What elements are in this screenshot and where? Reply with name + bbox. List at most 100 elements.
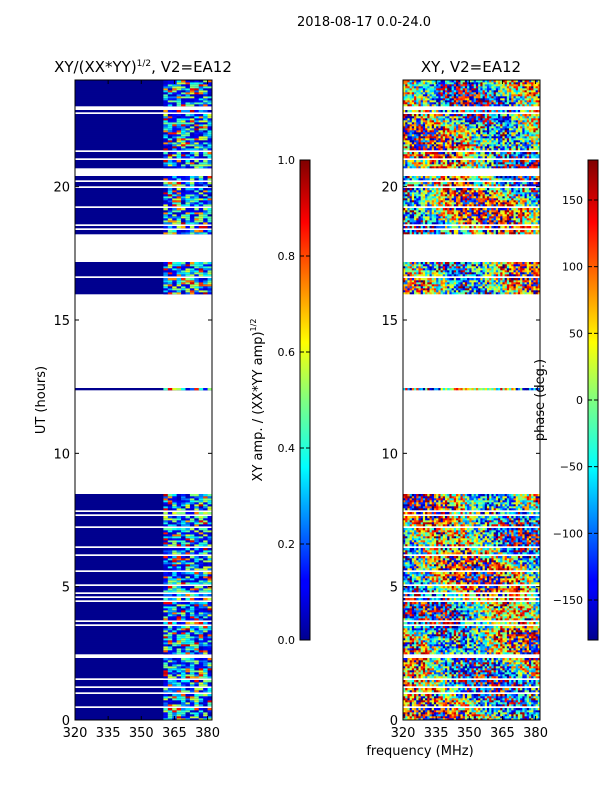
heatmap-cell <box>438 708 441 711</box>
heatmap-cell <box>207 152 212 155</box>
heatmap-cell <box>489 704 492 707</box>
heatmap-cell <box>531 702 534 705</box>
heatmap-cell <box>420 650 424 653</box>
heatmap-cell <box>436 696 439 699</box>
heatmap-cell <box>427 668 430 671</box>
heatmap-cell <box>520 668 523 671</box>
heatmap-cell <box>467 628 470 631</box>
heatmap-cell <box>198 684 204 687</box>
heatmap-cell <box>75 666 212 669</box>
heatmap-cell <box>181 652 186 655</box>
heatmap-cell <box>493 684 497 687</box>
heatmap-cell <box>486 658 490 661</box>
heatmap-cell <box>176 110 182 113</box>
heatmap-cell <box>163 176 169 179</box>
heatmap-cell <box>207 638 212 641</box>
heatmap-cell <box>207 100 212 103</box>
heatmap-cell <box>185 166 191 169</box>
heatmap-cell <box>517 716 521 719</box>
heatmap-cell <box>524 712 528 715</box>
heatmap-cell <box>464 712 468 715</box>
heatmap-cell <box>194 504 200 507</box>
heatmap-cell <box>203 696 208 699</box>
heatmap-cell <box>486 636 490 639</box>
heatmap-cell <box>207 292 212 295</box>
heatmap-cell <box>506 644 510 647</box>
heatmap-cell <box>480 628 483 631</box>
heatmap-cell <box>533 714 536 717</box>
heatmap-cell <box>517 714 521 717</box>
heatmap-cell <box>189 576 195 579</box>
heatmap-cell <box>189 632 195 635</box>
heatmap-cell <box>203 642 208 645</box>
heatmap-cell <box>409 630 413 633</box>
heatmap-cell <box>451 628 455 631</box>
heatmap-cell <box>533 614 536 617</box>
heatmap-cell <box>473 702 477 705</box>
heatmap-cell <box>411 670 415 673</box>
heatmap-cell <box>407 646 410 649</box>
heatmap-cell <box>181 698 186 701</box>
heatmap-cell <box>176 122 182 125</box>
heatmap-cell <box>207 194 212 197</box>
heatmap-cell <box>458 714 461 717</box>
heatmap-cell <box>462 670 466 673</box>
heatmap-cell <box>444 634 448 637</box>
heatmap-cell <box>172 138 177 141</box>
heatmap-cell <box>409 680 413 683</box>
heatmap-cell <box>433 650 437 653</box>
heatmap-cell <box>458 616 461 619</box>
heatmap-cell <box>425 610 428 613</box>
heatmap-cell <box>447 690 450 693</box>
heatmap-cell <box>520 702 523 705</box>
heatmap-cell <box>509 626 512 629</box>
heatmap-cell <box>418 698 421 701</box>
heatmap-cell <box>449 714 452 717</box>
heatmap-cell <box>207 130 212 133</box>
heatmap-cell <box>185 104 191 107</box>
heatmap-cell <box>207 94 212 97</box>
heatmap-cell <box>172 548 177 551</box>
heatmap-cell <box>482 714 486 717</box>
heatmap-cell <box>198 644 204 647</box>
heatmap-cell <box>418 650 421 653</box>
heatmap-cell <box>427 610 430 613</box>
heatmap-cell <box>189 648 195 651</box>
heatmap-cell <box>163 160 169 163</box>
heatmap-cell <box>167 590 173 593</box>
heatmap-cell <box>449 612 452 615</box>
left-title-rest: , V2=EA12 <box>151 58 232 76</box>
heatmap-cell <box>431 630 435 633</box>
heatmap-cell <box>460 698 463 701</box>
heatmap-cell <box>167 512 173 515</box>
heatmap-cell <box>418 672 421 675</box>
heatmap-cell <box>473 700 477 703</box>
heatmap-cell <box>172 192 177 195</box>
heatmap-cell <box>535 668 539 671</box>
heatmap-cell <box>440 714 444 717</box>
heatmap-cell <box>478 610 481 613</box>
heatmap-cell <box>207 696 212 699</box>
heatmap-cell <box>167 94 173 97</box>
heatmap-cell <box>491 622 494 625</box>
heatmap-cell <box>471 638 475 641</box>
heatmap-cell <box>172 152 177 155</box>
heatmap-cell <box>414 652 417 655</box>
heatmap-cell <box>444 642 448 645</box>
heatmap-cell <box>489 680 492 683</box>
heatmap-cell <box>405 644 408 647</box>
heatmap-cell <box>478 614 481 617</box>
heatmap-cell <box>203 536 208 539</box>
heatmap-cell <box>167 604 173 607</box>
heatmap-cell <box>533 634 536 637</box>
heatmap-cell <box>75 146 212 149</box>
heatmap-cell <box>181 270 186 273</box>
heatmap-cell <box>502 676 505 679</box>
heatmap-cell <box>189 138 195 141</box>
heatmap-cell <box>422 650 426 653</box>
heatmap-cell <box>167 504 173 507</box>
heatmap-cell <box>185 288 191 291</box>
heatmap-cell <box>176 674 182 677</box>
heatmap-cell <box>176 202 182 205</box>
heatmap-cell <box>447 646 450 649</box>
